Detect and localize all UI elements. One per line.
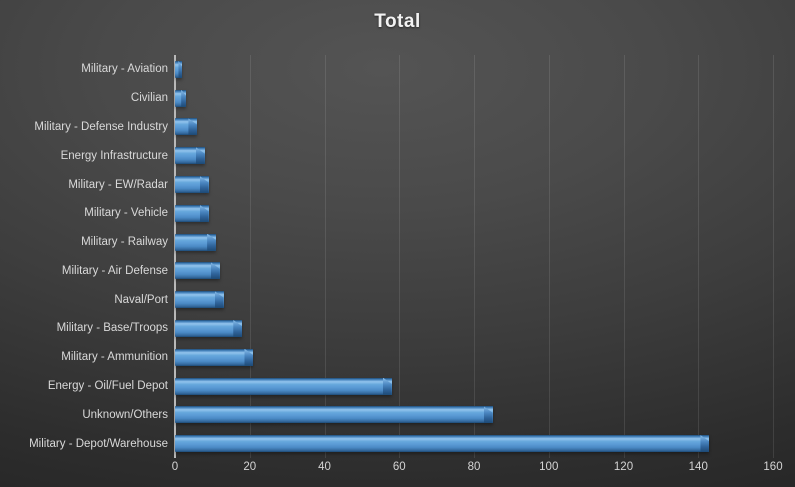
bar-military-ammunition: [175, 348, 254, 366]
category-label: Unknown/Others: [82, 408, 168, 421]
bar-end-bevel: [199, 176, 209, 194]
x-tick-label-120: 120: [613, 461, 634, 473]
category-label: Military - Aviation: [81, 63, 168, 76]
bar-end-bevel: [188, 118, 198, 136]
bar-military-railway: [175, 233, 217, 251]
bar-end-bevel: [207, 233, 217, 251]
bar-end-bevel: [700, 435, 710, 453]
bar-end-bevel: [181, 89, 187, 107]
category-label: Energy Infrastructure: [60, 149, 168, 162]
category-label: Military - Air Defense: [61, 264, 168, 277]
category-label: Military - EW/Radar: [68, 178, 168, 191]
category-label: Military - Depot/Warehouse: [29, 437, 168, 450]
bar-end-bevel: [178, 60, 183, 78]
bar-energy-oil-fuel-depot: [175, 377, 392, 395]
bar-military-base-troops: [175, 319, 243, 337]
bar-end-bevel: [195, 147, 205, 165]
x-tick-label-100: 100: [539, 461, 559, 473]
bar-civilian: [175, 89, 187, 107]
bar-military-vehicle: [175, 204, 209, 222]
x-tick-label-40: 40: [318, 461, 331, 473]
bar-military-defense-industry: [175, 118, 198, 136]
gridline-x-20: [249, 55, 251, 458]
x-tick-label-140: 140: [688, 461, 708, 473]
bar-end-bevel: [199, 204, 209, 222]
bar-end-bevel: [244, 348, 254, 366]
bar-end-bevel: [483, 406, 493, 424]
bar-end-bevel: [214, 291, 224, 309]
chart-title: Total: [374, 11, 421, 32]
gridline-x-100: [548, 55, 550, 458]
bar-naval-port: [175, 291, 224, 309]
gridline-x-80: [474, 55, 475, 458]
bar-military-ew-radar: [175, 176, 209, 194]
category-label: Military - Defense Industry: [34, 120, 168, 133]
category-label: Energy - Oil/Fuel Depot: [47, 380, 168, 393]
category-label: Military - Base/Troops: [56, 322, 168, 335]
gridline-x-60: [399, 55, 401, 458]
x-tick-label-80: 80: [467, 461, 481, 473]
x-tick-label-20: 20: [243, 461, 257, 473]
y-axis-line: [174, 55, 176, 458]
gridline-x-140: [698, 55, 700, 458]
category-label: Naval/Port: [114, 293, 168, 306]
gridline-x-160: [773, 55, 774, 458]
bar-end-bevel: [210, 262, 220, 280]
x-tick-label-0: 0: [171, 461, 179, 473]
gridline-x-40: [324, 55, 326, 458]
bar-military-aviation: [175, 60, 183, 78]
bar-end-bevel: [382, 377, 392, 395]
x-tick-label-160: 160: [763, 461, 783, 473]
bar-end-bevel: [233, 319, 243, 337]
bar-military-depot-warehouse: [175, 435, 710, 453]
gridline-x-120: [623, 55, 625, 458]
x-tick-label-60: 60: [392, 461, 406, 473]
category-label: Civilian: [130, 92, 168, 105]
category-label: Military - Ammunition: [61, 351, 168, 364]
category-label: Military - Vehicle: [84, 207, 168, 220]
bar-unknown-others: [175, 406, 493, 424]
category-label: Military - Railway: [81, 236, 168, 249]
bar-energy-infrastructure: [175, 147, 205, 165]
bar-military-air-defense: [175, 262, 220, 280]
